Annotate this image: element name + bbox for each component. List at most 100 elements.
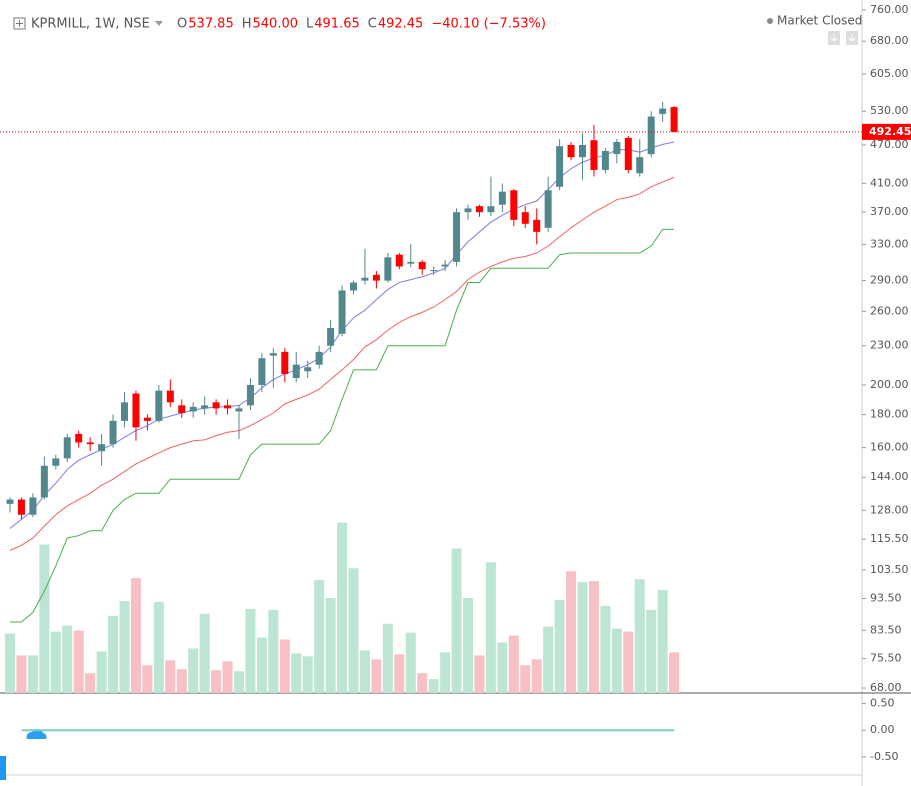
volume-bar bbox=[188, 648, 199, 693]
indicator-tick-label: -0.50 bbox=[870, 750, 898, 763]
candle-body bbox=[338, 290, 346, 334]
candle-body bbox=[498, 191, 506, 205]
side-handle[interactable] bbox=[0, 756, 6, 780]
y-tick-label: 160.00 bbox=[870, 441, 909, 454]
last-price-tag bbox=[862, 123, 911, 140]
y-tick-label: 760.00 bbox=[870, 3, 909, 16]
volume-bar bbox=[176, 669, 187, 693]
indicator-tick-label: 0.00 bbox=[870, 723, 895, 736]
volume-bar bbox=[153, 601, 164, 693]
volume-bar bbox=[39, 544, 50, 693]
candle-body bbox=[52, 458, 60, 466]
volume-bar bbox=[165, 660, 176, 693]
volume-bar bbox=[451, 548, 462, 693]
volume-bar bbox=[405, 632, 416, 693]
volume-bar bbox=[234, 671, 244, 693]
candle-body bbox=[453, 212, 461, 262]
y-tick-label: 370.00 bbox=[870, 205, 909, 218]
volume-bar bbox=[73, 630, 84, 693]
candle-body bbox=[487, 206, 495, 213]
y-tick-label: 144.00 bbox=[870, 470, 909, 483]
y-tick-label: 290.00 bbox=[870, 274, 909, 287]
volume-bar bbox=[646, 609, 657, 693]
volume-bar bbox=[5, 633, 15, 693]
candle-body bbox=[544, 190, 552, 228]
volume-bar bbox=[108, 615, 119, 693]
candle-body bbox=[384, 257, 392, 281]
volume-bar bbox=[657, 590, 668, 693]
candle-body bbox=[350, 282, 357, 291]
volume-bar bbox=[623, 631, 634, 693]
market-status: Market Closed bbox=[777, 14, 862, 28]
ohlc-letter: H bbox=[242, 17, 252, 32]
candle-body bbox=[361, 277, 369, 281]
candle-body bbox=[521, 212, 529, 224]
candle-body bbox=[590, 140, 598, 170]
y-tick-label: 680.00 bbox=[870, 34, 909, 47]
volume-bar bbox=[302, 656, 313, 693]
status-dot bbox=[767, 18, 773, 24]
ohlc-legend: O 537.85 H 540.00 L 491.65 C 492.45 −40.10 (−7.5… bbox=[177, 17, 546, 32]
candle-body bbox=[75, 433, 83, 443]
candle-body bbox=[235, 408, 243, 412]
candle-body bbox=[510, 190, 518, 220]
volume-bar bbox=[199, 613, 210, 693]
indicator-icon[interactable] bbox=[26, 728, 47, 739]
volume-bar bbox=[359, 650, 370, 693]
candle-body bbox=[292, 364, 300, 379]
scroll-arrows bbox=[830, 34, 856, 42]
y-tick-label: 75.50 bbox=[870, 652, 902, 665]
candle-body bbox=[246, 384, 254, 406]
volume-bar bbox=[531, 659, 542, 693]
candle-body bbox=[63, 437, 71, 459]
candle-body bbox=[659, 108, 667, 114]
ohlc-letter: L bbox=[306, 17, 314, 32]
ohlc-value: 540.00 bbox=[253, 17, 299, 32]
volume-bar bbox=[577, 582, 588, 693]
volume-bar bbox=[485, 562, 496, 693]
volume-bar bbox=[337, 522, 348, 693]
candle-body bbox=[395, 254, 403, 267]
y-tick-label: 470.00 bbox=[870, 138, 909, 151]
volume-bar bbox=[325, 597, 336, 693]
candle-body bbox=[613, 142, 621, 155]
dropdown-arrow[interactable] bbox=[155, 21, 163, 26]
candle-body bbox=[98, 444, 106, 452]
y-tick-label: 530.00 bbox=[870, 104, 909, 117]
ohlc-letter: C bbox=[368, 17, 377, 32]
volume-bar bbox=[497, 642, 508, 693]
y-tick-label: 68.00 bbox=[870, 681, 902, 694]
y-tick-label: 410.00 bbox=[870, 176, 909, 189]
candle-body bbox=[178, 405, 186, 414]
ohlc-value: 492.45 bbox=[378, 17, 424, 32]
volume-bar bbox=[142, 665, 153, 693]
y-tick-label: 115.50 bbox=[870, 532, 909, 545]
volume-bar bbox=[669, 652, 680, 693]
volume-bar bbox=[119, 600, 130, 693]
candle-body bbox=[647, 116, 655, 155]
volume-bar bbox=[348, 568, 359, 693]
symbol-icon[interactable] bbox=[13, 17, 26, 30]
volume-bar bbox=[508, 635, 519, 693]
candle-body bbox=[166, 390, 174, 403]
y-tick-label: 605.00 bbox=[870, 67, 909, 80]
candle-body bbox=[121, 402, 128, 421]
candle-body bbox=[464, 208, 472, 213]
candle-body bbox=[636, 157, 644, 174]
candle-body bbox=[327, 327, 335, 346]
candle-body bbox=[155, 390, 163, 421]
candle-body bbox=[624, 137, 632, 170]
candle-body bbox=[533, 219, 541, 232]
volume-bar bbox=[543, 626, 554, 693]
candle-body bbox=[258, 358, 266, 385]
volume-bar bbox=[520, 665, 531, 693]
volume-bar bbox=[27, 655, 38, 693]
candle-body bbox=[212, 402, 220, 409]
y-tick-label: 200.00 bbox=[870, 378, 909, 391]
symbol-title[interactable]: KPRMILL, 1W, NSE bbox=[31, 17, 150, 32]
candle-body bbox=[556, 146, 564, 187]
volume-bar bbox=[245, 608, 256, 693]
volume-bar bbox=[634, 579, 645, 693]
candle-body bbox=[567, 144, 575, 158]
candle-body bbox=[6, 499, 14, 504]
